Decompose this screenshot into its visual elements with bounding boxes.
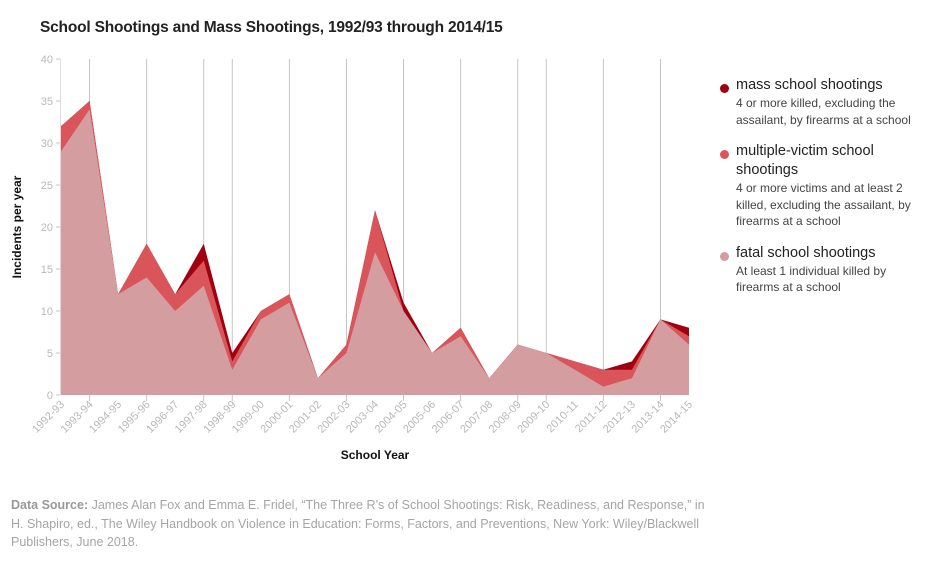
legend-dot-fatal-icon xyxy=(720,251,729,261)
legend-desc: 4 or more victims and at least 2 killed,… xyxy=(736,181,911,228)
area-fatal-school-shootings xyxy=(61,109,689,396)
legend-item-mass: mass school shootings 4 or more killed, … xyxy=(720,76,930,128)
x-axis-title: School Year xyxy=(341,448,410,462)
y-axis-title: Incidents per year xyxy=(10,175,24,278)
legend-dot-multiple-victim-icon xyxy=(720,150,729,159)
data-source-text: James Alan Fox and Emma E. Fridel, “The … xyxy=(11,498,705,549)
area-multiple-victim-school-shootings xyxy=(61,101,689,395)
y-tick-label: 20 xyxy=(41,222,53,234)
chart-svg: 0 5 10 15 20 25 30 35 40 1992-931993-941994-9519… xyxy=(10,54,695,462)
data-source: Data Source: James Alan Fox and Emma E. … xyxy=(11,496,711,552)
data-source-label: Data Source: xyxy=(11,498,89,512)
y-tick-label: 35 xyxy=(41,96,53,108)
legend-item-multiple-victim: multiple-victim school shootings 4 or mo… xyxy=(720,142,930,230)
y-tick-label: 10 xyxy=(41,306,53,318)
x-axis: 1992-931993-941994-951995-961996-971997-… xyxy=(30,399,695,436)
legend: mass school shootings 4 or more killed, … xyxy=(720,76,930,310)
y-tick-label: 25 xyxy=(41,180,53,192)
legend-item-fatal: fatal school shootings At least 1 indivi… xyxy=(720,244,930,296)
legend-name: mass school shootings xyxy=(736,77,883,93)
legend-desc: 4 or more killed, excluding the assailan… xyxy=(736,96,911,127)
legend-name: multiple-victim school shootings xyxy=(736,143,874,178)
chart-title: School Shootings and Mass Shootings, 199… xyxy=(40,19,503,36)
legend-desc: At least 1 individual killed by firearms… xyxy=(736,263,887,295)
legend-dot-mass-icon xyxy=(720,84,729,93)
y-tick-label: 30 xyxy=(41,138,53,150)
y-tick-label: 0 xyxy=(47,390,53,402)
areas xyxy=(61,101,689,396)
y-tick-label: 15 xyxy=(41,264,53,276)
y-tick-label: 40 xyxy=(41,54,53,66)
y-axis: 0 5 10 15 20 25 30 35 40 xyxy=(41,54,61,402)
legend-name: fatal school shootings xyxy=(736,244,876,261)
y-tick-label: 5 xyxy=(47,348,53,360)
